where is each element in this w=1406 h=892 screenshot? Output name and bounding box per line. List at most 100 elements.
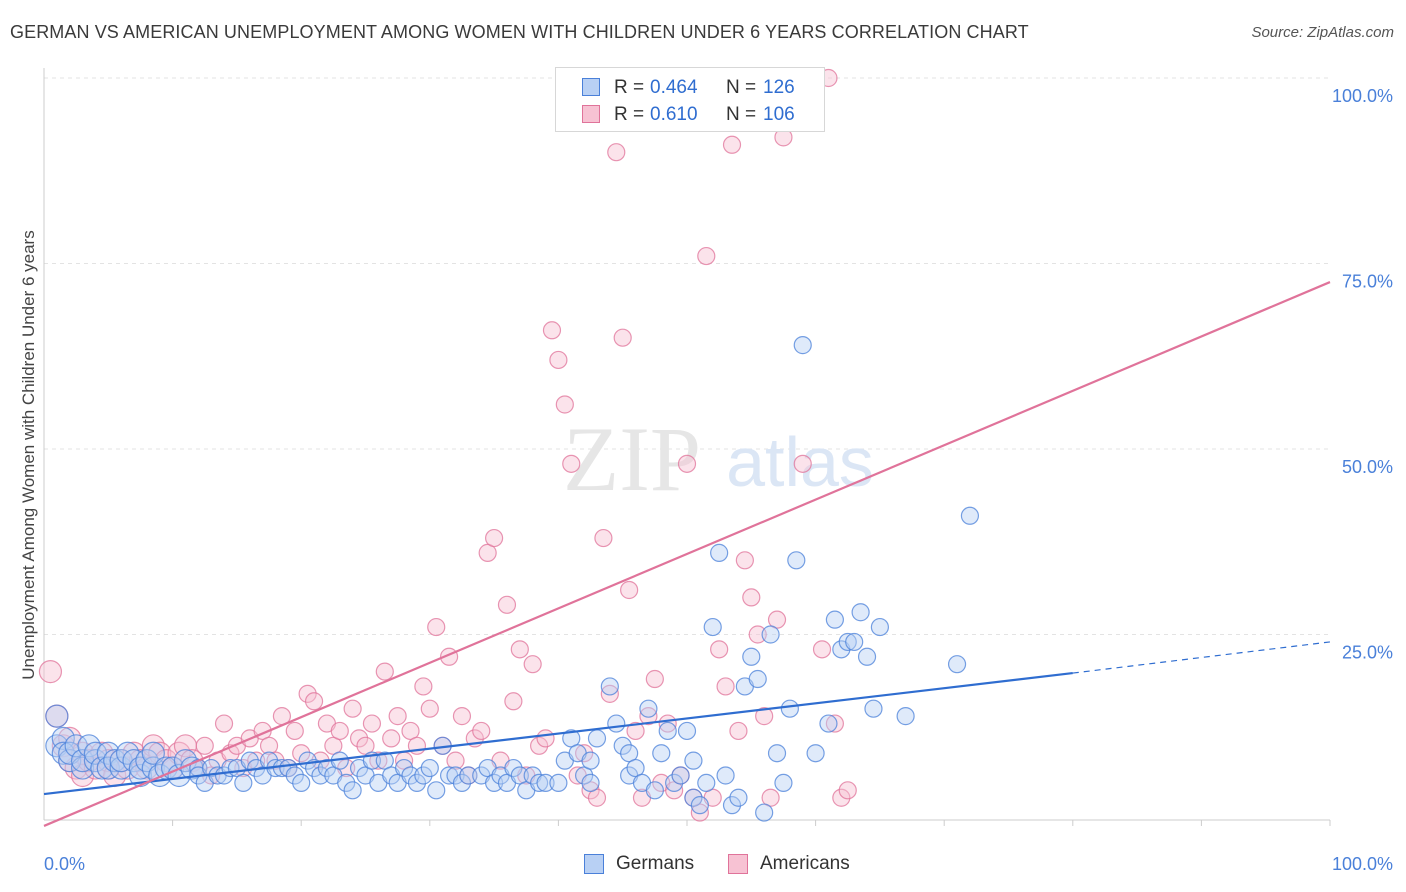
germans-point: [761, 625, 780, 644]
americans-point: [427, 617, 446, 637]
germans-point: [716, 766, 735, 785]
germans-point: [485, 773, 504, 793]
americans-point: [812, 640, 832, 659]
americans-point: [742, 588, 761, 607]
germans-point: [292, 773, 311, 793]
germans-point: [45, 734, 69, 758]
americans-point: [748, 625, 767, 644]
americans-legend-label: Americans: [760, 853, 850, 874]
watermark: ZIP atlas: [563, 408, 874, 510]
americans-point: [285, 721, 304, 741]
americans-point: [214, 714, 234, 733]
x-tick-label: 100.0%: [1332, 854, 1393, 874]
americans-point: [626, 721, 645, 741]
germans-point: [947, 655, 967, 674]
germans-point: [857, 647, 877, 666]
germans-n-value: 126: [763, 77, 795, 98]
americans-point: [735, 551, 754, 570]
americans-point: [298, 684, 317, 703]
germans-point: [285, 766, 304, 785]
tick-labels: 25.0% 50.0% 75.0% 100.0% 0.0% 100.0%: [44, 86, 1393, 874]
germans-point: [697, 773, 716, 793]
americans-point: [420, 699, 439, 718]
data-points: [38, 68, 980, 822]
americans-point: [677, 454, 697, 473]
americans-point: [343, 699, 362, 718]
germans-point: [767, 744, 787, 763]
germans-point: [870, 617, 890, 637]
source-label: Source: ZipAtlas.com: [1251, 24, 1394, 41]
germans-point: [722, 796, 742, 815]
americans-point: [382, 729, 401, 748]
germans-legend-label: Germans: [616, 853, 695, 874]
germans-point: [414, 766, 433, 785]
series-legend: Germans Americans: [0, 852, 1406, 878]
americans-n-value: 106: [763, 104, 795, 125]
americans-point: [38, 659, 63, 684]
americans-point: [542, 321, 562, 340]
americans-point: [555, 395, 574, 414]
germans-point: [742, 647, 761, 666]
americans-point: [755, 707, 774, 726]
germans-point: [864, 699, 883, 718]
germans-point: [45, 704, 69, 728]
americans-point: [485, 528, 504, 548]
germans-point: [452, 773, 472, 793]
y-tick-label: 25.0%: [1342, 643, 1393, 663]
germans-point: [58, 749, 82, 773]
americans-point: [549, 350, 568, 370]
germans-point: [819, 714, 838, 733]
germans-point: [780, 699, 799, 718]
americans-point: [722, 135, 742, 154]
germans-point: [536, 773, 555, 793]
germans-legend-swatch: [584, 854, 604, 874]
germans-point: [613, 736, 632, 755]
y-axis-label: Unemployment Among Women with Children U…: [19, 230, 38, 680]
germans-point: [787, 551, 806, 570]
germans-point: [427, 781, 446, 800]
watermark-atlas: atlas: [726, 423, 874, 501]
americans-r-value: 0.610: [650, 104, 698, 125]
x-tick-label: 0.0%: [44, 854, 85, 874]
americans-point: [530, 736, 549, 755]
americans-point: [594, 528, 613, 548]
trend-lines: [43, 281, 1331, 827]
germans-point: [600, 677, 619, 696]
germans-point: [639, 699, 658, 718]
germans-point: [710, 543, 729, 562]
germans-point: [337, 773, 356, 793]
americans-point: [523, 655, 542, 674]
germans-point: [549, 773, 568, 793]
y-tick-label: 75.0%: [1342, 272, 1393, 292]
germans-point: [748, 669, 767, 689]
americans-point: [575, 744, 594, 763]
americans-point: [838, 781, 857, 800]
americans-point: [452, 707, 472, 726]
americans-point: [472, 721, 491, 741]
americans-point: [349, 729, 369, 748]
germans-point: [298, 751, 317, 770]
germans-point: [684, 788, 703, 807]
germans-point: [729, 788, 748, 807]
axes: [43, 68, 1331, 826]
germans-point: [70, 756, 95, 780]
n-label: N =: [726, 104, 757, 125]
y-tick-label: 100.0%: [1332, 86, 1393, 106]
germans-point: [83, 749, 108, 773]
grid-lines: [44, 77, 1330, 635]
r-label: R =: [614, 77, 645, 98]
germans-point: [446, 766, 465, 785]
germans-point: [343, 781, 362, 800]
americans-swatch: [582, 105, 600, 123]
germans-point: [401, 766, 420, 785]
americans-point: [716, 677, 735, 696]
germans-point: [234, 773, 253, 793]
germans-point: [96, 756, 120, 780]
germans-point: [103, 749, 127, 773]
americans-point: [497, 595, 517, 614]
germans-point: [587, 729, 607, 748]
germans-point: [581, 773, 600, 793]
americans-point: [510, 640, 529, 659]
americans-point: [304, 692, 324, 711]
germans-point: [407, 773, 427, 793]
